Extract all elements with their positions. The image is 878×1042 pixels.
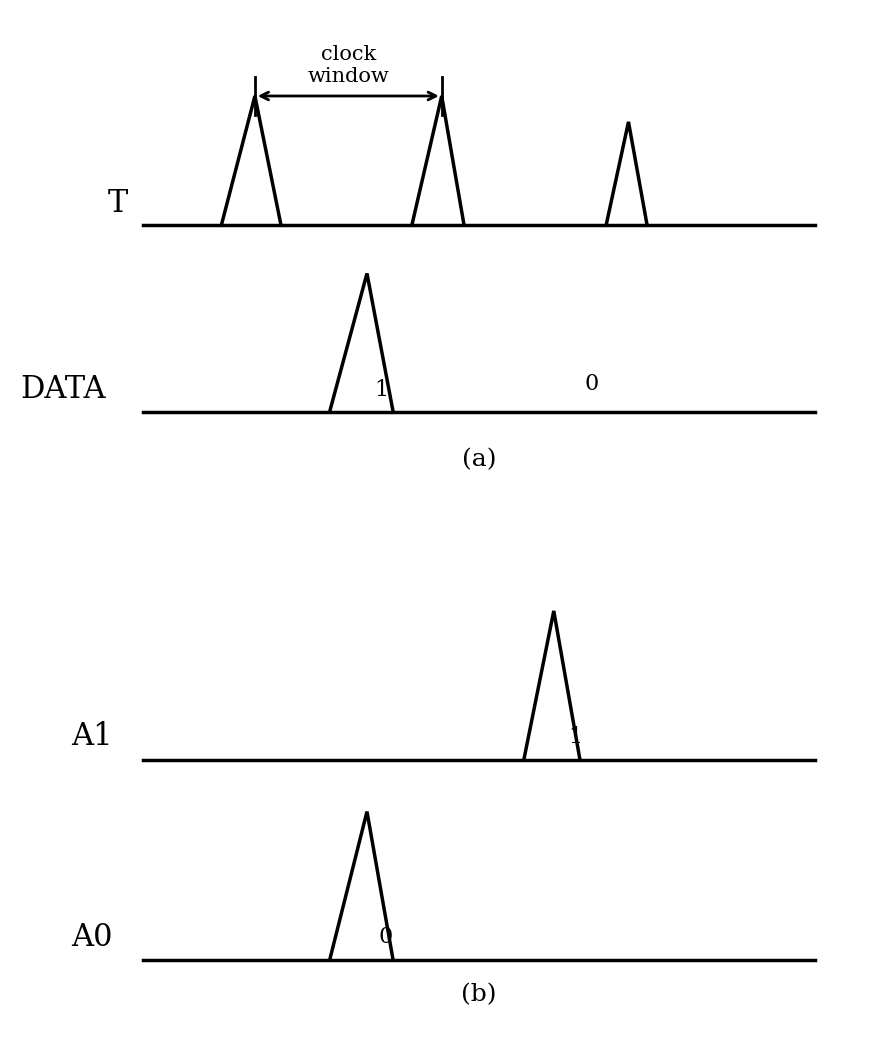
Text: A1: A1 <box>71 721 112 752</box>
Text: 1: 1 <box>568 725 582 748</box>
Text: T: T <box>107 188 128 219</box>
Text: clock
window: clock window <box>307 45 389 85</box>
Text: 0: 0 <box>378 926 392 948</box>
Text: 1: 1 <box>374 378 388 401</box>
Text: A0: A0 <box>71 922 112 952</box>
Text: 0: 0 <box>583 373 598 395</box>
Text: (a): (a) <box>461 448 496 471</box>
Text: (b): (b) <box>461 983 496 1006</box>
Text: DATA: DATA <box>20 374 105 405</box>
